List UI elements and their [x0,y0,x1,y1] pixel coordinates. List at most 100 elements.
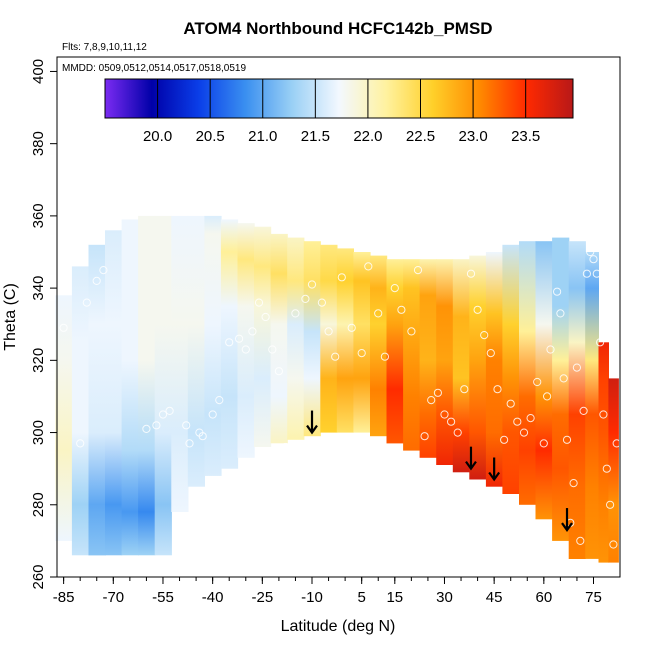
sample-point [480,331,489,340]
heatmap-column [386,259,404,444]
x-tick-label: 15 [386,589,403,606]
heatmap-column [105,230,123,556]
x-axis-label: Latitude (deg N) [281,618,396,635]
heatmap-column [598,342,609,563]
dates-note: MMDD: 0509,0512,0514,0517,0518,0519 [62,63,246,74]
sample-point [500,435,509,444]
sample-point [82,298,91,307]
sample-point [92,276,101,285]
sample-point [99,266,108,275]
sample-point [543,392,552,401]
heatmap-column [436,259,454,465]
sample-point [254,298,264,307]
sample-point [596,338,605,347]
sample-point [331,352,340,361]
sample-point [185,439,194,448]
colorbar-tick-label: 20.0 [143,128,172,145]
heatmap-column [138,215,156,556]
sample-point [291,309,300,318]
colorbar-tick-label: 23.0 [458,128,487,145]
sample-point [433,388,442,397]
heatmap-column [187,215,205,487]
sample-point [152,421,161,430]
sample-point [158,410,168,419]
heatmap-column [154,215,172,556]
sample-point [215,396,224,405]
heatmap-column [519,241,537,505]
y-tick-label: 380 [30,131,47,156]
sample-point [572,363,582,372]
y-tick-label: 400 [30,59,47,84]
x-tick-label: 30 [436,589,453,606]
heatmap-cells [55,215,619,563]
heatmap-column [353,252,371,433]
sample-point [559,374,568,383]
sample-point [337,273,346,282]
sample-point [59,323,68,332]
heatmap-column [88,244,106,556]
sample-point [307,280,317,289]
sample-point [208,410,217,419]
sample-point [447,417,456,426]
sample-point [533,377,542,387]
sample-point [586,247,595,257]
x-axis: -85 -70 -55 -40 -25 -10 5 15 30 45 60 75 [53,577,602,606]
sample-point [380,352,389,361]
sample-point [582,269,592,278]
sample-point [609,540,618,549]
sample-point [235,334,244,343]
colorbar-tick-label: 23.5 [511,128,540,145]
sample-point [606,500,615,509]
heatmap-column [568,241,586,559]
sample-point [519,428,529,437]
y-tick-label: 280 [30,492,47,517]
colorbar-tick-label: 22.5 [406,128,435,145]
heatmap-column [55,295,73,541]
down-arrow [465,446,477,471]
sample-point [390,284,399,293]
heatmap-column [370,255,388,437]
sample-point [539,439,548,448]
sample-point [473,305,482,314]
down-arrow [306,410,318,435]
sample-point [513,417,522,426]
sample-point [324,327,333,336]
x-tick-label: 75 [585,589,602,606]
sample-point [347,323,356,332]
x-tick-label: -55 [152,589,174,606]
heatmap-column [287,237,305,440]
sample-point [576,536,585,546]
x-tick-label: -40 [202,589,224,606]
chart-title: ATOM4 Northbound HCFC142b_PMSD [183,19,492,38]
y-tick-label: 320 [30,348,47,373]
sample-point [569,479,578,488]
colorbar-tick-label: 21.5 [301,128,330,145]
sample-point [261,312,270,322]
sample-point [397,305,406,314]
sample-point [407,327,416,336]
heatmap-column [419,259,437,458]
sample-point [364,262,373,271]
heatmap-column [121,219,139,556]
sample-point [562,435,572,444]
sample-point [466,269,476,278]
heatmap-column [452,259,470,473]
colorbar-tick-label: 22.0 [353,128,382,145]
y-axis-label: Theta (C) [2,283,19,351]
arrow-markers [306,410,573,532]
heatmap-column [320,244,338,433]
heatmap-column [254,226,272,447]
sample-point [506,399,515,408]
sample-point [274,367,283,376]
sample-point [142,424,151,433]
heatmap-column [502,244,520,494]
sample-point [453,428,462,437]
sample-point [248,327,257,336]
sample-points [59,247,621,549]
sample-point [493,385,502,394]
sample-point [526,414,535,423]
heatmap-column [171,215,189,512]
y-tick-label: 340 [30,276,47,301]
colorbar-tick-label: 21.0 [248,128,277,145]
